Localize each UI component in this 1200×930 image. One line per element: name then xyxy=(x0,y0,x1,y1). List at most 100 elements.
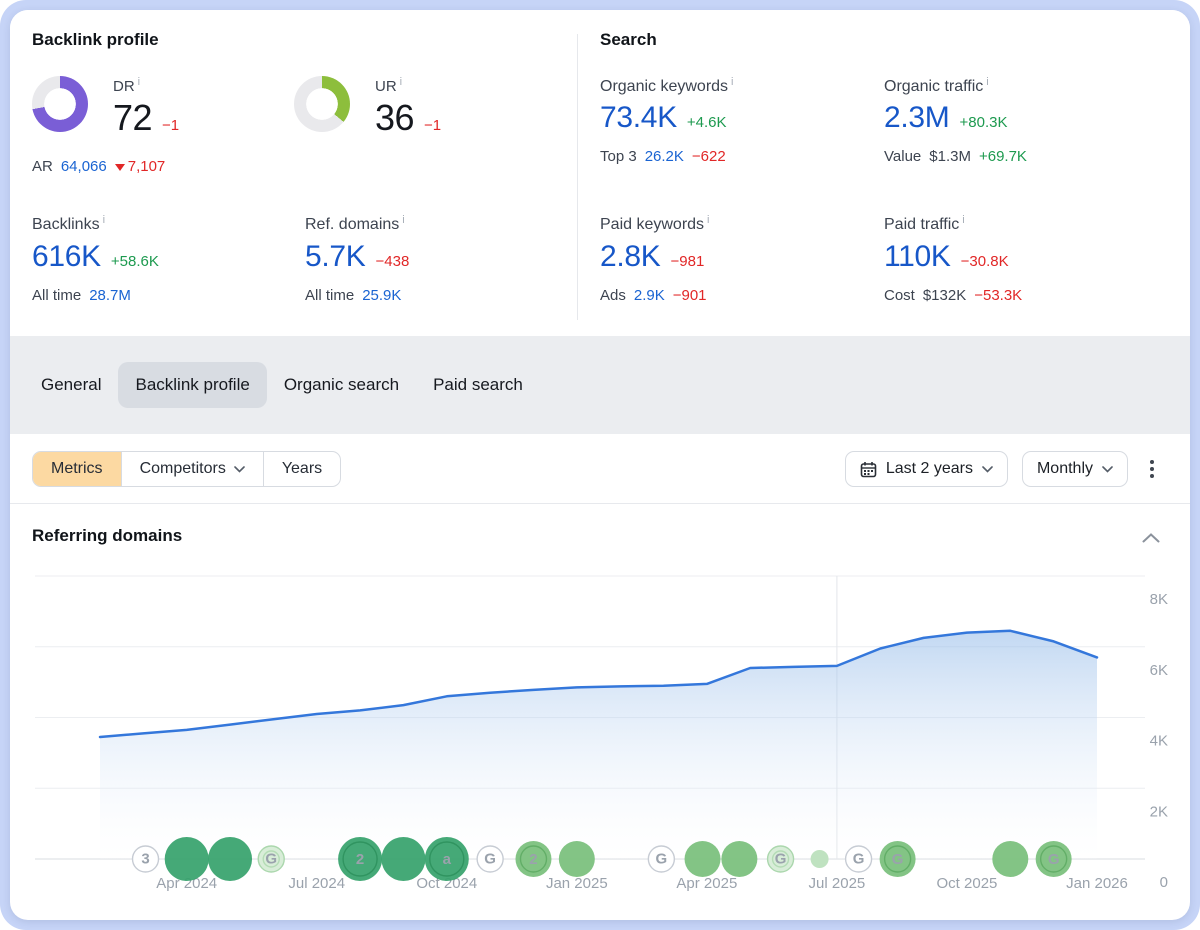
google-update-marker[interactable]: G xyxy=(766,845,795,873)
backlinks-value[interactable]: 616K xyxy=(32,240,101,273)
backlinks-delta: +58.6K xyxy=(110,253,159,270)
info-icon[interactable]: i xyxy=(399,76,403,88)
x-tick-label: Jul 2024 xyxy=(288,875,345,892)
chevron-down-icon xyxy=(234,465,245,473)
info-icon[interactable]: i xyxy=(986,76,989,88)
paid-traffic-label: Paid traffic i xyxy=(884,214,965,233)
ref-domains-value[interactable]: 5.7K xyxy=(305,240,366,273)
marker-circle[interactable] xyxy=(721,841,758,877)
paid-keywords-value[interactable]: 2.8K xyxy=(600,240,661,273)
dr-label: DR i xyxy=(113,76,141,95)
google-update-marker[interactable]: 2 xyxy=(338,837,383,881)
chevron-down-icon xyxy=(1102,465,1113,473)
referring-domains-chart[interactable]: Apr 2024 Jul 2024 Oct 2024 Jan 2025 Apr 2025… xyxy=(10,555,1190,915)
referring-domains-title: Referring domains xyxy=(32,526,183,545)
date-range-button[interactable]: Last 2 years xyxy=(844,451,1008,487)
organic-keywords-value[interactable]: 73.4K xyxy=(600,101,677,134)
marker-circle[interactable] xyxy=(684,841,721,877)
info-icon[interactable]: i xyxy=(402,214,405,226)
ads-delta: −901 xyxy=(672,287,707,304)
google-update-marker[interactable]: 3 xyxy=(131,845,160,873)
google-update-marker[interactable] xyxy=(721,841,758,877)
google-update-marker[interactable]: G xyxy=(257,845,285,873)
years-button[interactable]: Years xyxy=(262,452,340,486)
google-update-marker[interactable]: a xyxy=(424,837,469,881)
x-tick-label: Jul 2025 xyxy=(809,875,866,892)
marker-ring xyxy=(519,845,548,873)
google-update-marker[interactable]: G xyxy=(1035,841,1072,877)
marker-circle[interactable] xyxy=(844,845,873,873)
filter-row: Metrics Competitors Years Last 2 years xyxy=(10,434,1190,504)
google-update-marker[interactable] xyxy=(684,841,721,877)
google-update-marker[interactable] xyxy=(810,850,829,868)
google-update-marker[interactable] xyxy=(208,837,253,881)
marker-circle[interactable] xyxy=(810,850,829,868)
google-update-marker[interactable]: G xyxy=(879,841,916,877)
ads-value[interactable]: 2.9K xyxy=(633,287,665,304)
marker-glyph: 2 xyxy=(529,851,537,868)
info-icon[interactable]: i xyxy=(731,76,734,88)
more-options-button[interactable] xyxy=(1142,454,1162,484)
y-axis-labels: 8K 6K 4K 2K 0 xyxy=(1150,591,1168,891)
tab-backlink-profile[interactable]: Backlink profile xyxy=(118,362,267,408)
marker-ring xyxy=(262,850,280,868)
google-update-marker[interactable]: 2 xyxy=(515,841,552,877)
google-update-marker[interactable]: G xyxy=(476,845,504,873)
tab-general[interactable]: General xyxy=(41,375,102,394)
marker-circle[interactable] xyxy=(131,845,160,873)
marker-circle[interactable] xyxy=(992,841,1029,877)
info-icon[interactable]: i xyxy=(962,214,965,226)
ar-label: AR xyxy=(32,158,53,175)
organic-traffic-value[interactable]: 2.3M xyxy=(884,101,950,134)
marker-glyph: G xyxy=(853,850,865,867)
google-update-marker[interactable]: G xyxy=(844,845,873,873)
referring-domains-area xyxy=(100,630,1097,859)
marker-glyph: a xyxy=(443,851,452,868)
ref-domains-alltime-value[interactable]: 25.9K xyxy=(362,287,402,304)
info-icon[interactable]: i xyxy=(102,214,106,226)
x-axis-labels: Apr 2024 Jul 2024 Oct 2024 Jan 2025 Apr 2025… xyxy=(156,875,1128,892)
google-update-marker[interactable] xyxy=(992,841,1029,877)
marker-circle[interactable] xyxy=(257,845,285,873)
marker-circle[interactable] xyxy=(338,837,383,881)
marker-circle[interactable] xyxy=(766,845,795,873)
tab-organic-search[interactable]: Organic search xyxy=(283,375,400,394)
marker-circle[interactable] xyxy=(647,845,676,873)
backlinks-alltime-value[interactable]: 28.7M xyxy=(89,287,131,304)
granularity-button[interactable]: Monthly xyxy=(1021,451,1128,487)
marker-ring xyxy=(771,850,790,868)
tab-paid-search[interactable]: Paid search xyxy=(433,375,523,394)
info-icon[interactable]: i xyxy=(137,76,141,88)
marker-ring xyxy=(342,841,378,877)
marker-glyph: G xyxy=(775,850,787,867)
value-delta: +69.7K xyxy=(978,148,1027,165)
marker-circle[interactable] xyxy=(208,837,253,881)
marker-circle[interactable] xyxy=(558,841,595,877)
dr-donut xyxy=(32,76,88,132)
value-amount: $1.3M xyxy=(929,148,971,165)
paid-traffic-value[interactable]: 110K xyxy=(884,240,951,273)
google-update-marker[interactable] xyxy=(381,837,426,881)
google-update-markers: 3 G 2 a G 2 G G G G G xyxy=(131,837,1072,881)
google-update-marker[interactable] xyxy=(164,837,209,881)
metrics-button[interactable]: Metrics xyxy=(33,452,121,486)
marker-circle[interactable] xyxy=(476,845,504,873)
marker-circle[interactable] xyxy=(424,837,469,881)
decrease-triangle-icon xyxy=(114,164,125,171)
collapse-section-button[interactable] xyxy=(1142,530,1160,548)
marker-circle[interactable] xyxy=(164,837,209,881)
google-update-marker[interactable]: G xyxy=(647,845,676,873)
marker-circle[interactable] xyxy=(381,837,426,881)
dr-delta: −1 xyxy=(162,117,180,134)
view-switcher: Metrics Competitors Years xyxy=(32,451,342,487)
google-update-marker[interactable] xyxy=(558,841,595,877)
ref-domains-alltime-label: All time xyxy=(305,287,355,304)
marker-ring xyxy=(883,845,912,873)
marker-glyph: G xyxy=(265,850,277,867)
top3-value[interactable]: 26.2K xyxy=(644,148,684,165)
competitors-button[interactable]: Competitors xyxy=(120,452,263,486)
info-icon[interactable]: i xyxy=(707,214,710,226)
search-title: Search xyxy=(600,30,657,49)
ar-value[interactable]: 64,066 xyxy=(60,158,107,175)
value-label: Value xyxy=(884,148,922,165)
